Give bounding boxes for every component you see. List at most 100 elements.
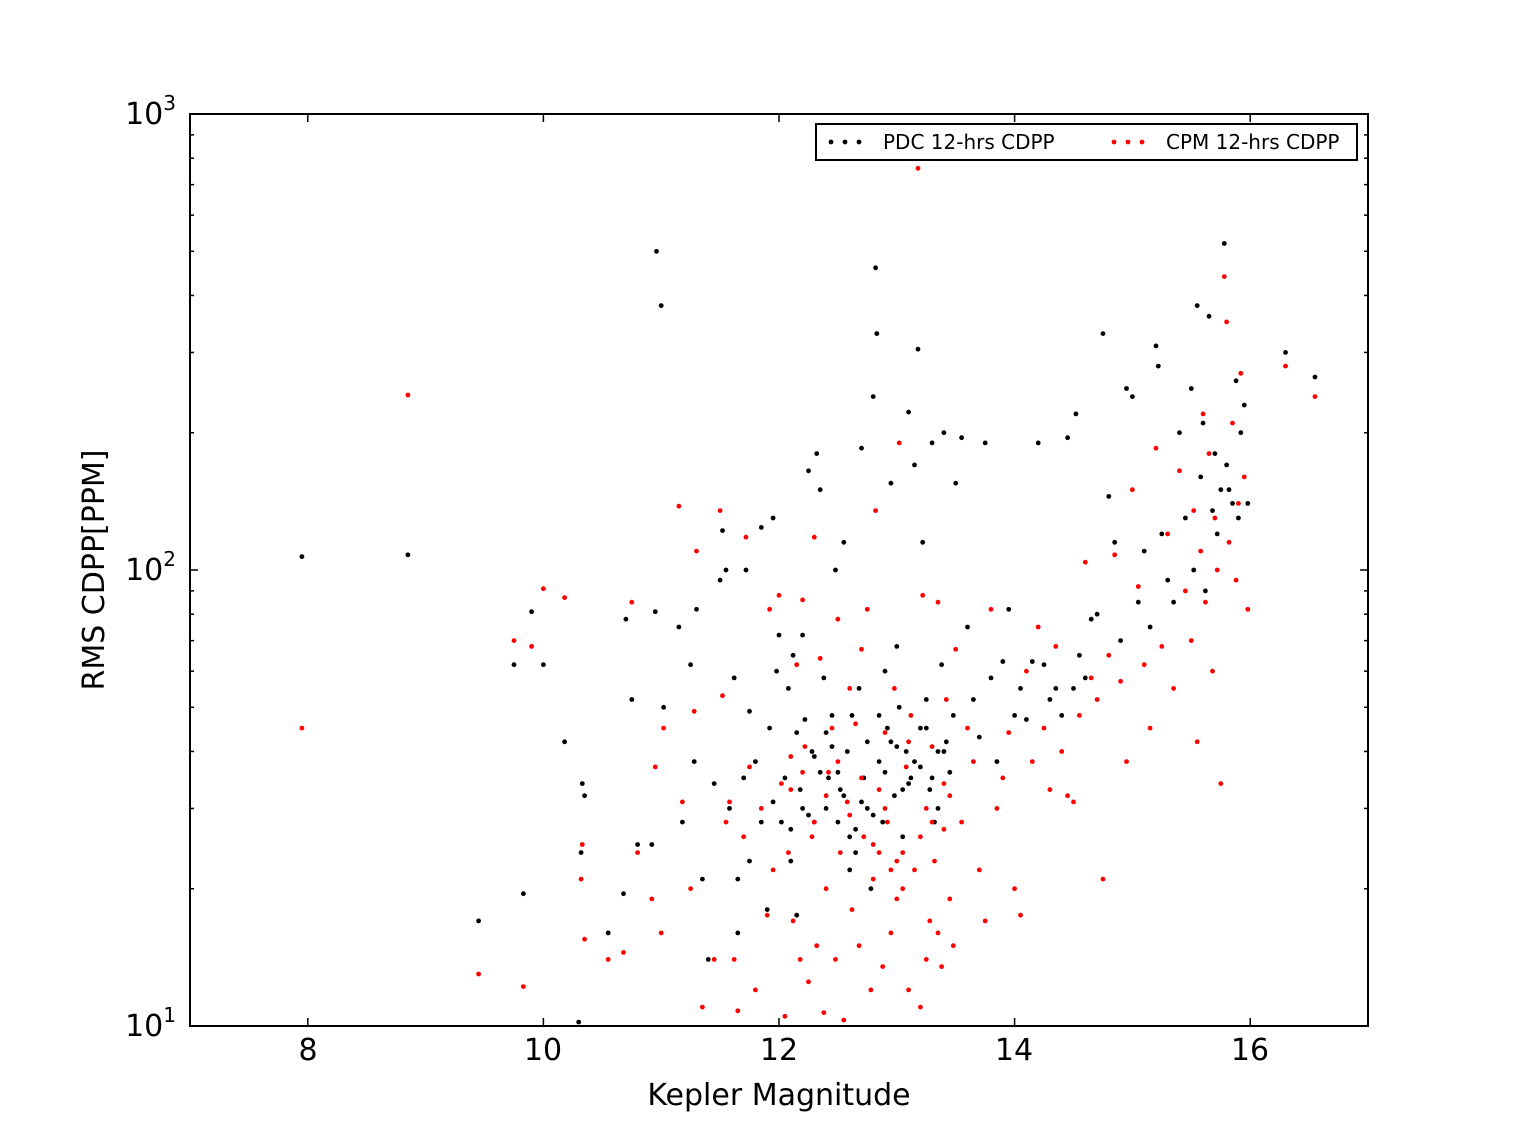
pdc-point: [1035, 440, 1041, 446]
pdc-point: [1053, 686, 1059, 691]
legend-dot: [1139, 139, 1145, 145]
y-axis-label: RMS CDPP[PPM]: [77, 449, 112, 690]
cpm-point: [888, 867, 894, 873]
cpm-point: [802, 744, 808, 749]
cpm-point: [1236, 501, 1241, 506]
pdc-point: [880, 819, 886, 825]
pdc-point: [711, 781, 717, 786]
cpm-point: [661, 725, 666, 731]
cpm-point: [764, 912, 770, 918]
cpm-point: [994, 806, 1000, 811]
cpm-point: [529, 644, 534, 649]
legend-label-cpm: CPM 12-hrs CDPP: [1166, 130, 1339, 154]
pdc-point: [786, 686, 791, 691]
cpm-point: [1233, 577, 1239, 583]
pdc-point: [758, 525, 764, 530]
pdc-point: [797, 787, 803, 792]
pdc-point: [1041, 662, 1047, 668]
cpm-point: [562, 595, 567, 600]
pdc-point: [1112, 539, 1118, 545]
pdc-point: [870, 812, 876, 818]
pdc-point: [844, 749, 850, 754]
cpm-point: [1194, 739, 1200, 745]
pdc-point: [1065, 435, 1070, 441]
pdc-point: [605, 930, 611, 936]
pdc-point: [864, 806, 870, 811]
cpm-point: [652, 764, 658, 770]
cpm-point: [959, 819, 964, 825]
cpm-point: [621, 950, 626, 955]
ticks-layer: [190, 113, 1368, 1027]
cpm-point: [923, 957, 929, 962]
pdc-point: [894, 644, 900, 649]
pdc-point: [912, 462, 917, 468]
cpm-point: [809, 834, 815, 840]
cpm-point: [1214, 567, 1220, 573]
pdc-point: [579, 781, 585, 786]
pdc-point: [1124, 386, 1129, 391]
cpm-point: [853, 721, 858, 727]
pdc-point: [758, 819, 764, 825]
cpm-point: [876, 787, 882, 792]
legend-dot: [828, 139, 834, 145]
pdc-point: [764, 907, 770, 912]
cpm-point: [912, 867, 917, 873]
cpm-point: [1245, 606, 1251, 612]
pdc-point: [943, 739, 949, 745]
cpm-point: [735, 1008, 741, 1014]
cpm-point: [579, 842, 585, 847]
cpm-point: [1171, 686, 1176, 691]
cpm-point: [770, 867, 776, 873]
pdc-point: [1135, 599, 1141, 605]
pdc-point: [1218, 487, 1224, 493]
cpm-point: [894, 896, 900, 902]
cpm-point: [906, 987, 911, 993]
cpm-point: [767, 606, 772, 612]
cpm-point: [723, 819, 729, 825]
cpm-point: [758, 806, 764, 811]
pdc-point: [847, 867, 853, 873]
pdc-point: [892, 793, 897, 799]
pdc-point: [779, 819, 784, 825]
pdc-point: [1221, 241, 1227, 246]
cpm-point: [880, 964, 886, 969]
pdc-point: [652, 609, 658, 615]
cpm-point: [943, 697, 949, 702]
cpm-point: [1094, 697, 1100, 702]
cpm-point: [1088, 675, 1094, 681]
cpm-point: [1183, 588, 1188, 594]
pdc-point: [1245, 501, 1251, 506]
pdc-point: [1312, 374, 1318, 380]
cpm-point: [927, 918, 933, 924]
cpm-point: [1212, 515, 1218, 521]
pdc-point: [849, 713, 855, 718]
cpm-point: [1035, 624, 1041, 630]
cpm-point: [829, 725, 835, 731]
y-tick-label: 102: [125, 547, 176, 588]
cpm-point: [794, 662, 800, 668]
cpm-point: [1177, 468, 1182, 474]
cpm-point: [776, 592, 782, 598]
pdc-point: [915, 346, 921, 352]
cpm-point: [1130, 487, 1135, 493]
cpm-point: [743, 534, 749, 540]
pdc-point: [661, 704, 666, 710]
pdc-point: [790, 652, 796, 658]
pdc-point: [882, 769, 888, 775]
cpm-point: [864, 606, 870, 612]
legend-dot: [842, 139, 848, 145]
pdc-point: [476, 918, 481, 924]
cpm-point: [953, 646, 959, 652]
pdc-point: [835, 819, 841, 825]
pdc-point: [833, 567, 838, 573]
cpm-point: [971, 759, 976, 764]
cpm-point: [1153, 445, 1159, 451]
pdc-point: [908, 775, 914, 781]
pdc-point: [906, 781, 911, 786]
pdc-point: [876, 713, 882, 718]
pdc-point: [1206, 313, 1212, 319]
pdc-point: [1147, 624, 1153, 630]
cpm-point: [1218, 781, 1224, 786]
cpm-point: [882, 806, 888, 811]
